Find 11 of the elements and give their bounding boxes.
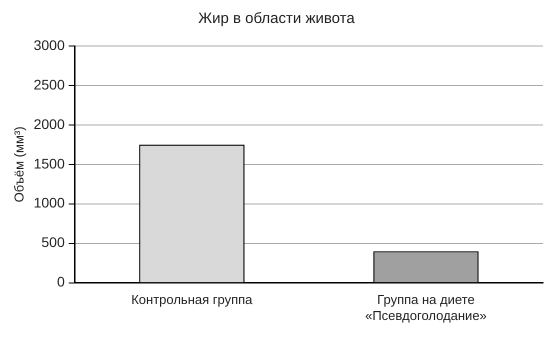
y-tick-label: 1000 [34, 194, 65, 211]
y-tick-label: 0 [56, 274, 65, 290]
y-axis-title: Объём (мм³) [11, 126, 26, 202]
x-tick-label: Группа на диете «Псевдоголодание» [365, 292, 487, 323]
chart-title: Жир в области живота [198, 10, 356, 28]
y-tick-label: 1500 [34, 155, 65, 172]
y-tick-label: 2000 [34, 116, 65, 132]
y-tick-label: 2500 [34, 76, 65, 92]
y-tick-label: 3000 [34, 36, 65, 53]
x-tick-label: Контрольная группа [131, 292, 254, 308]
y-tick-label: 500 [41, 234, 65, 250]
